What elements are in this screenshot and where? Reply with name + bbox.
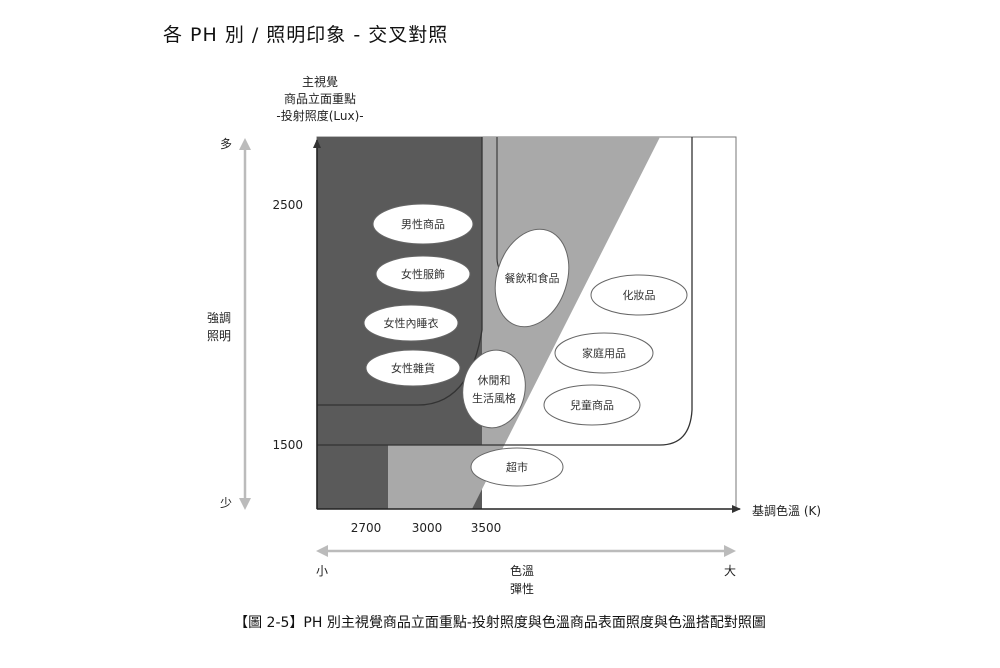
category-node: 化妝品 [590,274,688,316]
boundary-curve-1 [317,137,483,406]
left-arrow-middle-label-2: 照明 [207,329,231,343]
category-ellipse [365,349,461,387]
left-arrow-down-head [239,498,251,510]
y-axis-title-line-1: 主視覺 [302,74,338,89]
figure-caption: 【圖 2-5】PH 別主視覺商品立面重點-投射照度與色溫商品表面照度與色溫搭配對… [234,615,766,631]
category-node: 家庭用品 [554,332,654,374]
x-tick-2700: 2700 [351,521,382,535]
category-label: 女性雜貨 [391,361,435,375]
category-ellipse [554,332,654,374]
x-tick-3500: 3500 [471,521,502,535]
y-axis-title-line-2: 商品立面重點 [284,91,356,106]
category-label: 兒童商品 [570,398,614,412]
bottom-arrow-right-head [724,545,736,557]
boundary-curve-2 [317,137,693,446]
category-label: 化妝品 [623,288,656,302]
category-label: 超市 [506,460,528,474]
category-node: 女性雜貨 [365,349,461,387]
category-label: 家庭用品 [582,346,626,360]
bottom-arrow-left-label: 小 [316,564,328,578]
category-label: 生活風格 [472,391,516,405]
category-node: 女性內睡衣 [363,304,459,342]
category-node: 超市 [470,447,564,487]
page-title: 各 PH 別 / 照明印象 - 交叉對照 [163,24,449,46]
category-node: 女性服飾 [375,255,471,293]
category-label: 女性內睡衣 [384,316,439,330]
left-arrow-top-label: 多 [220,137,232,151]
category-label: 餐飲和食品 [505,271,560,285]
category-nodes: 男性商品女性服飾女性內睡衣女性雜貨餐飲和食品化妝品家庭用品休閒和生活風格兒童商品… [363,203,688,487]
bottom-arrow-middle-label-2: 彈性 [510,582,534,596]
category-node: 男性商品 [372,203,474,245]
left-arrow-middle-label-1: 強調 [207,311,231,325]
category-ellipse [375,255,471,293]
category-node: 兒童商品 [543,384,641,426]
x-tick-3000: 3000 [412,521,443,535]
category-ellipse [372,203,474,245]
category-label: 休閒和 [478,374,511,387]
category-node: 餐飲和食品 [494,228,570,328]
category-ellipse [462,349,526,429]
y-tick-2500: 2500 [272,198,303,212]
bottom-arrow-right-label: 大 [724,564,736,578]
bottom-arrow-middle-label-1: 色溫 [510,564,534,578]
category-label: 男性商品 [401,217,445,231]
x-axis-title: 基調色溫 (K) [752,504,821,518]
bottom-arrow-left-head [316,545,328,557]
category-ellipse [470,447,564,487]
category-ellipse [363,304,459,342]
y-tick-1500: 1500 [272,438,303,452]
left-arrow-bottom-label: 少 [220,496,232,510]
category-ellipse [494,228,570,328]
left-arrow-up-head [239,138,251,150]
y-axis-title-line-3: -投射照度(Lux)- [276,108,363,123]
category-ellipse [590,274,688,316]
category-label: 女性服飾 [401,267,445,281]
category-ellipse [543,384,641,426]
